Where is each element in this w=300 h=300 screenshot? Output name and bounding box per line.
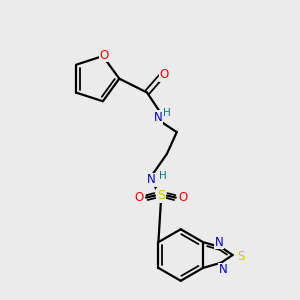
Text: O: O xyxy=(159,68,169,81)
Text: H: H xyxy=(163,108,171,118)
Text: O: O xyxy=(99,49,109,62)
Text: S: S xyxy=(237,250,244,262)
Text: N: N xyxy=(147,173,155,186)
Text: O: O xyxy=(134,191,144,204)
Text: S: S xyxy=(157,189,165,202)
Text: N: N xyxy=(215,236,224,249)
Text: N: N xyxy=(219,263,227,276)
Text: O: O xyxy=(178,191,187,204)
Text: H: H xyxy=(159,171,167,181)
Text: N: N xyxy=(154,111,162,124)
